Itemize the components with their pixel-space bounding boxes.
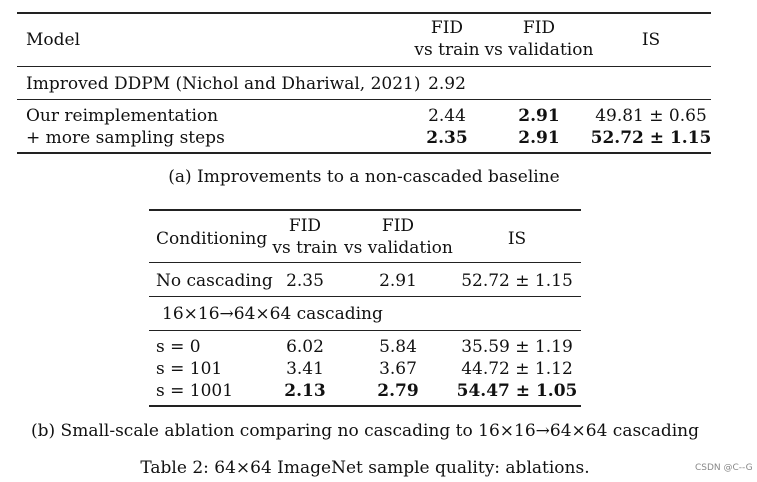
table-b-no-cascade-cond: No cascading bbox=[156, 271, 273, 291]
table-b-section-label: 16×16→64×64 cascading bbox=[162, 304, 383, 324]
table-a-header-fid-val-line1: FID bbox=[522, 18, 556, 38]
table-a-row-1-model: Improved DDPM (Nichol and Dhariwal, 2021… bbox=[26, 74, 421, 94]
table-a-header-rule bbox=[17, 66, 711, 67]
table-b-caption: (b) Small-scale ablation comparing no ca… bbox=[31, 421, 699, 441]
table-b-row-2-fid-val: 3.67 bbox=[379, 359, 417, 379]
table-a-caption: (a) Improvements to a non-cascaded basel… bbox=[168, 167, 560, 187]
table-a-row-3-fid-train: 2.35 bbox=[426, 128, 468, 148]
table-b-header-conditioning: Conditioning bbox=[156, 229, 268, 249]
table-a-row-2-model: Our reimplementation bbox=[26, 106, 219, 126]
table-a-row-3-fid-val: 2.91 bbox=[518, 128, 560, 148]
table-a-row-3-model: + more sampling steps bbox=[26, 128, 225, 148]
table-b-row-1-fid-val: 5.84 bbox=[379, 337, 417, 357]
table-b-top-rule bbox=[149, 209, 581, 211]
table-b-row-1-fid-train: 6.02 bbox=[286, 337, 324, 357]
table-b-header-rule bbox=[149, 262, 581, 263]
table-a-top-rule bbox=[17, 12, 711, 14]
table-a-row-2-fid-val: 2.91 bbox=[518, 106, 560, 126]
table-b-row-3-fid-train: 2.13 bbox=[284, 381, 326, 401]
table-b-header-fid-train-line2: vs train bbox=[272, 238, 338, 258]
table-b-row-3-cond: s = 1001 bbox=[156, 381, 234, 401]
table-b-header-fid-val-line1: FID bbox=[381, 216, 415, 236]
watermark: CSDN @C--G bbox=[695, 463, 753, 473]
table-b-no-cascade-is: 52.72 ± 1.15 bbox=[461, 271, 573, 291]
table-b-row-1-is: 35.59 ± 1.19 bbox=[461, 337, 573, 357]
table-b-no-cascade-fid-train: 2.35 bbox=[286, 271, 324, 291]
table-caption: Table 2: 64×64 ImageNet sample quality: … bbox=[140, 458, 590, 478]
table-b-mid-rule-1 bbox=[149, 296, 581, 297]
table-a-header-model: Model bbox=[26, 30, 81, 50]
table-a-row-2-is: 49.81 ± 0.65 bbox=[595, 106, 707, 126]
table-b-header-is: IS bbox=[507, 229, 527, 249]
table-a-header-fid-train-line1: FID bbox=[430, 18, 464, 38]
table-b-row-3-is: 54.47 ± 1.05 bbox=[456, 381, 578, 401]
table-b-bottom-rule bbox=[149, 405, 581, 407]
table-b-no-cascade-fid-val: 2.91 bbox=[379, 271, 417, 291]
table-b-row-2-fid-train: 3.41 bbox=[286, 359, 324, 379]
table-b-row-3-fid-val: 2.79 bbox=[377, 381, 419, 401]
table-b-header-fid-train-line1: FID bbox=[288, 216, 322, 236]
table-a-bottom-rule bbox=[17, 152, 711, 154]
table-a-mid-rule bbox=[17, 99, 711, 100]
table-b-row-1-cond: s = 0 bbox=[156, 337, 201, 357]
table-a-row-1-fid-train: 2.92 bbox=[428, 74, 466, 94]
table-a-row-2-fid-train: 2.44 bbox=[428, 106, 466, 126]
table-a-header-is: IS bbox=[641, 30, 661, 50]
table-b-row-2-is: 44.72 ± 1.12 bbox=[461, 359, 573, 379]
table-b-row-2-cond: s = 101 bbox=[156, 359, 223, 379]
table-b-mid-rule-2 bbox=[149, 330, 581, 331]
table-b-header-fid-val-line2: vs validation bbox=[344, 238, 453, 258]
table-a-header-fid-train-line2: vs train bbox=[414, 40, 480, 60]
table-a-row-3-is: 52.72 ± 1.15 bbox=[590, 128, 712, 148]
table-a-header-fid-val-line2: vs validation bbox=[484, 40, 594, 60]
